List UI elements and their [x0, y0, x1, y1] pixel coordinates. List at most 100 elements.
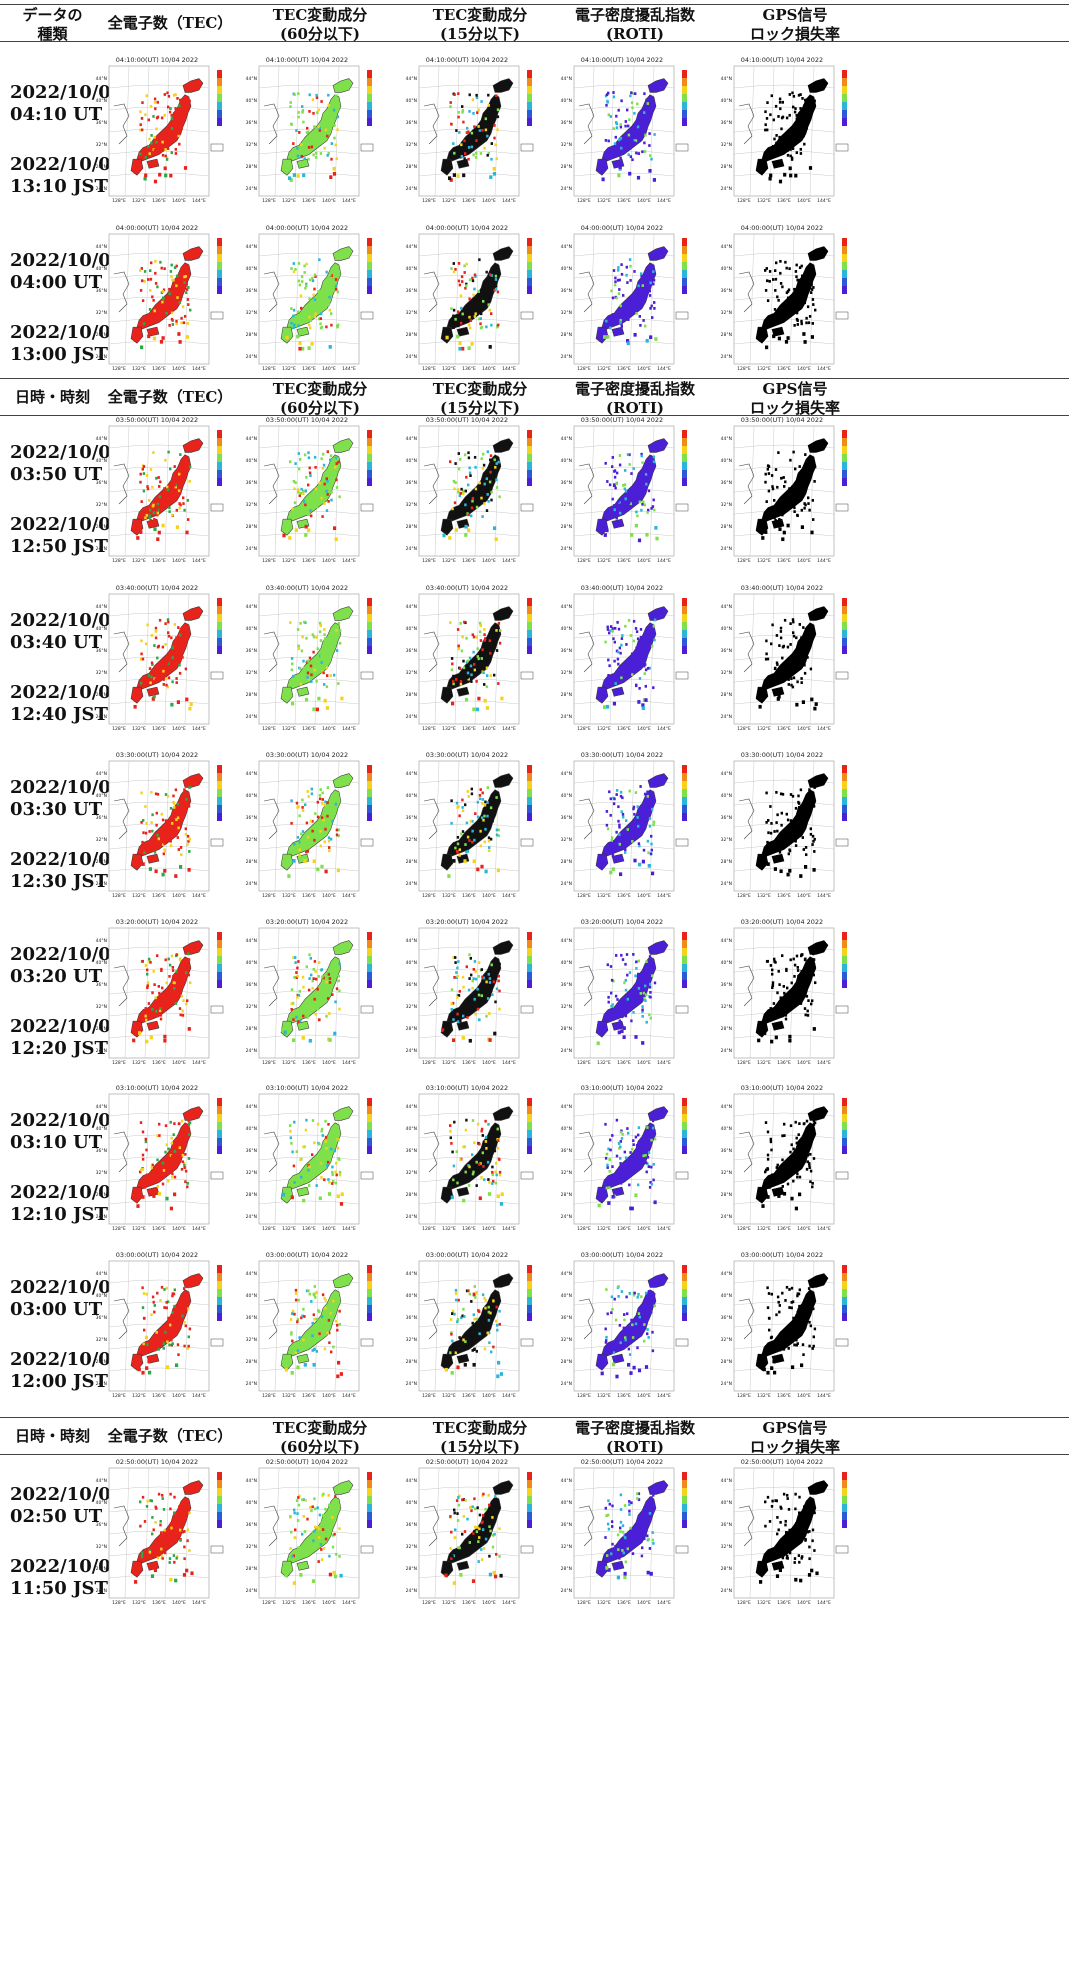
gps-map: 03:40:00(UT) 10/04 2022 44°N 40°N 36°N 32°N 2… [721, 584, 849, 732]
lon-label: 132°E [597, 1060, 611, 1066]
lon-label: 144°E [657, 1600, 671, 1606]
lat-label: 28°N [561, 524, 572, 530]
map-title: 02:50:00(UT) 10/04 2022 [741, 1458, 823, 1466]
gps-map: 04:00:00(UT) 10/04 2022 44°N 40°N 36°N 32°N 2… [721, 224, 849, 372]
lat-label: 40°N [406, 1500, 417, 1506]
lat-label: 36°N [406, 1315, 417, 1321]
lon-label: 140°E [637, 1226, 651, 1232]
lon-label: 136°E [617, 1393, 631, 1399]
lon-label: 128°E [262, 1226, 276, 1232]
lon-label: 140°E [172, 198, 186, 204]
gps-panel: 04:10:00(UT) 10/04 2022 44°N 40°N 36°N 32°N 2… [720, 54, 870, 214]
lon-label: 132°E [757, 1600, 771, 1606]
lon-label: 144°E [192, 1600, 206, 1606]
lat-label: 44°N [561, 771, 572, 777]
lat-label: 36°N [406, 982, 417, 988]
lat-label: 40°N [406, 1126, 417, 1132]
lat-label: 40°N [246, 458, 257, 464]
lon-label: 144°E [502, 198, 516, 204]
tec15-map: 03:50:00(UT) 10/04 2022 44°N 40°N 36°N 32°N 2… [406, 416, 534, 564]
map-title: 04:00:00(UT) 10/04 2022 [426, 224, 508, 232]
lon-label: 136°E [462, 1393, 476, 1399]
lat-label: 28°N [96, 332, 107, 338]
lon-label: 140°E [482, 1600, 496, 1606]
header-cell: GPS信号 ロック損失率 [749, 6, 840, 43]
lat-label: 44°N [406, 938, 417, 944]
tec15-map: 03:40:00(UT) 10/04 2022 44°N 40°N 36°N 32°N 2… [406, 584, 534, 732]
lat-label: 44°N [561, 76, 572, 82]
lon-label: 140°E [637, 1393, 651, 1399]
lat-label: 44°N [561, 938, 572, 944]
table-header: 日時・時刻 全電子数（TEC） TEC変動成分 (60分以下) TEC変動成分 (15… [0, 1417, 1069, 1456]
tec60-map: 02:50:00(UT) 10/04 2022 44°N 40°N 36°N 32°N 2… [246, 1458, 374, 1606]
lat-label: 36°N [561, 815, 572, 821]
lat-label: 24°N [561, 1381, 572, 1387]
lon-label: 136°E [152, 1060, 166, 1066]
tec-map: 04:10:00(UT) 10/04 2022 44°N 40°N 36°N 32°N 2… [96, 56, 224, 204]
header-cell: データの 種類 [22, 6, 83, 43]
roti-map: 03:20:00(UT) 10/04 2022 44°N 40°N 36°N 32°N 2… [561, 918, 689, 1066]
lon-label: 128°E [112, 558, 126, 564]
tec15-map: 04:00:00(UT) 10/04 2022 44°N 40°N 36°N 32°N 2… [406, 224, 534, 372]
header-cell: GPS信号 ロック損失率 [749, 1419, 840, 1456]
lat-label: 32°N [96, 670, 107, 676]
lat-label: 36°N [246, 288, 257, 294]
lon-label: 144°E [817, 366, 831, 372]
lat-label: 40°N [406, 793, 417, 799]
roti-panel: 03:40:00(UT) 10/04 2022 44°N 40°N 36°N 32°N 2… [560, 582, 710, 742]
lon-label: 136°E [152, 1600, 166, 1606]
color-bar [675, 1265, 689, 1347]
lat-label: 44°N [96, 436, 107, 442]
ut-date: 2022/10/04 [10, 777, 124, 798]
lat-label: 28°N [246, 1566, 257, 1572]
color-bar [360, 430, 374, 512]
lat-label: 40°N [561, 626, 572, 632]
lon-label: 144°E [657, 893, 671, 899]
tec-map: 03:30:00(UT) 10/04 2022 44°N 40°N 36°N 32°N 2… [96, 751, 224, 899]
lon-label: 136°E [302, 726, 316, 732]
lon-label: 128°E [737, 558, 751, 564]
lon-label: 132°E [282, 558, 296, 564]
lat-label: 24°N [246, 354, 257, 360]
lon-label: 132°E [597, 726, 611, 732]
lat-label: 24°N [406, 714, 417, 720]
lon-label: 144°E [817, 198, 831, 204]
color-bar [835, 1265, 849, 1347]
lat-label: 36°N [96, 815, 107, 821]
lat-label: 44°N [246, 1478, 257, 1484]
lon-label: 140°E [637, 893, 651, 899]
lat-label: 28°N [406, 1026, 417, 1032]
lat-label: 40°N [721, 1126, 732, 1132]
lat-label: 40°N [561, 1126, 572, 1132]
lat-label: 36°N [561, 1315, 572, 1321]
lon-label: 128°E [577, 366, 591, 372]
lat-label: 36°N [561, 648, 572, 654]
lat-label: 24°N [246, 186, 257, 192]
lon-label: 136°E [462, 558, 476, 564]
lat-label: 24°N [246, 881, 257, 887]
roti-panel: 03:50:00(UT) 10/04 2022 44°N 40°N 36°N 32°N 2… [560, 414, 710, 574]
tec-panel: 04:00:00(UT) 10/04 2022 44°N 40°N 36°N 32°N 2… [95, 222, 245, 382]
gps-map: 03:10:00(UT) 10/04 2022 44°N 40°N 36°N 32°N 2… [721, 1084, 849, 1232]
lat-label: 24°N [96, 1214, 107, 1220]
header-cell: GPS信号 ロック損失率 [749, 380, 840, 417]
lat-label: 44°N [721, 938, 732, 944]
lon-label: 132°E [442, 893, 456, 899]
tec60-panel: 03:00:00(UT) 10/04 2022 44°N 40°N 36°N 32°N 2… [245, 1249, 395, 1409]
lat-label: 36°N [406, 1148, 417, 1154]
ut-time: 03:20 UT [10, 966, 103, 987]
tec60-map: 03:40:00(UT) 10/04 2022 44°N 40°N 36°N 32°N 2… [246, 584, 374, 732]
tec60-map: 03:20:00(UT) 10/04 2022 44°N 40°N 36°N 32°N 2… [246, 918, 374, 1066]
lon-label: 132°E [282, 726, 296, 732]
lat-label: 32°N [721, 502, 732, 508]
lat-label: 28°N [96, 692, 107, 698]
lon-label: 136°E [617, 726, 631, 732]
lat-label: 24°N [561, 186, 572, 192]
lon-label: 140°E [322, 893, 336, 899]
lon-label: 136°E [617, 366, 631, 372]
lon-label: 136°E [777, 1226, 791, 1232]
map-title: 03:30:00(UT) 10/04 2022 [266, 751, 348, 759]
tec-map: 03:10:00(UT) 10/04 2022 44°N 40°N 36°N 32°N 2… [96, 1084, 224, 1232]
lat-label: 28°N [246, 332, 257, 338]
lat-label: 44°N [721, 1104, 732, 1110]
